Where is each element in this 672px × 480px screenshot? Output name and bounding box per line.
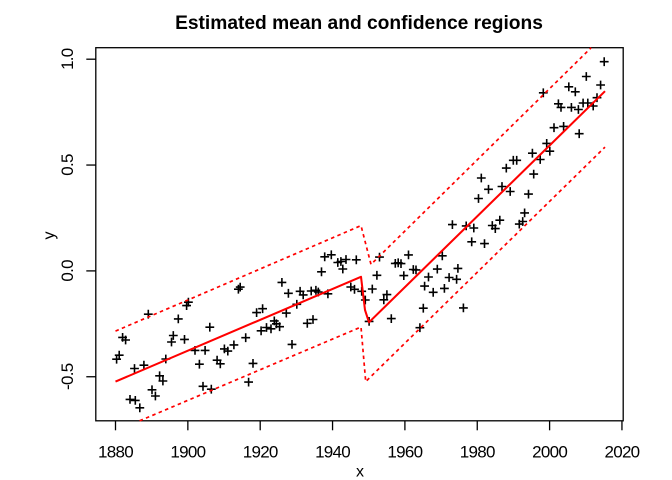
svg-text:0.0: 0.0 [58, 260, 77, 282]
svg-text:2000: 2000 [532, 443, 567, 462]
svg-text:1940: 1940 [315, 443, 350, 462]
svg-text:1.0: 1.0 [58, 48, 77, 70]
svg-text:2020: 2020 [604, 443, 639, 462]
svg-text:x: x [356, 464, 364, 480]
svg-text:1880: 1880 [98, 443, 133, 462]
svg-text:1960: 1960 [387, 443, 422, 462]
svg-text:Estimated mean and confidence: Estimated mean and confidence regions [175, 13, 543, 34]
svg-text:1980: 1980 [460, 443, 495, 462]
svg-text:1900: 1900 [170, 443, 205, 462]
svg-text:-0.5: -0.5 [58, 363, 77, 390]
svg-text:1920: 1920 [243, 443, 278, 462]
svg-text:0.5: 0.5 [58, 154, 77, 176]
svg-text:y: y [41, 232, 58, 240]
